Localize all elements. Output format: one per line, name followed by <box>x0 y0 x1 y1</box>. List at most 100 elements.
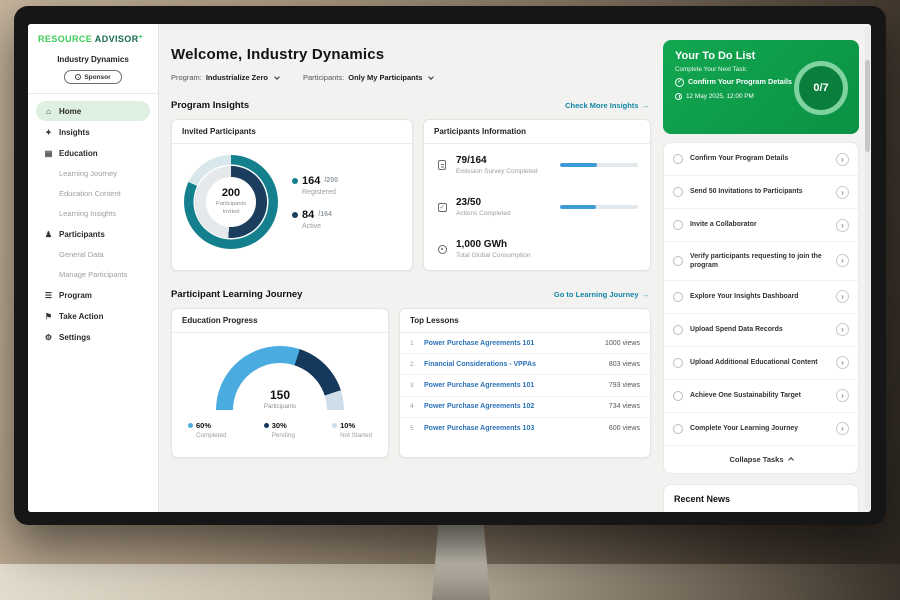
task-checkbox[interactable] <box>673 292 683 302</box>
sidebar-item-general-data[interactable]: General Data <box>36 245 150 264</box>
lesson-rank: 3 <box>410 382 417 389</box>
sponsor-badge[interactable]: Sponsor <box>64 70 122 84</box>
lesson-views: 803 views <box>609 361 640 368</box>
task-row-achieve-target[interactable]: Achieve One Sustainability Target › <box>664 380 858 413</box>
chevron-right-icon[interactable]: › <box>836 290 849 303</box>
card-title: Education Progress <box>172 309 388 333</box>
chevron-right-icon[interactable]: › <box>836 219 849 232</box>
chevron-right-icon[interactable]: › <box>836 356 849 369</box>
stat-value: 23/50 <box>456 197 511 208</box>
lesson-link[interactable]: Financial Considerations - VPPAs <box>424 361 602 368</box>
participants-value: Only My Participants <box>348 73 422 82</box>
sidebar-divider <box>28 93 158 94</box>
lesson-row: 4 Power Purchase Agreements 102 734 view… <box>400 397 650 418</box>
sidebar-item-learning-insights[interactable]: Learning Insights <box>36 204 150 223</box>
lesson-row: 1 Power Purchase Agreements 101 1000 vie… <box>400 333 650 354</box>
task-row-upload-educational-content[interactable]: Upload Additional Educational Content › <box>664 347 858 380</box>
task-row-complete-learning-journey[interactable]: Complete Your Learning Journey › <box>664 413 858 446</box>
program-dropdown[interactable]: Program: Industrialize Zero <box>171 73 279 82</box>
lesson-link[interactable]: Power Purchase Agreements 102 <box>424 403 602 410</box>
page-title: Welcome, Industry Dynamics <box>171 46 651 63</box>
task-checkbox[interactable] <box>673 424 683 434</box>
collapse-tasks-button[interactable]: Collapse Tasks <box>664 446 858 473</box>
task-row-send-invitations[interactable]: Send 50 Invitations to Participants › <box>664 176 858 209</box>
legend-active: 84 /164 Active <box>292 209 338 230</box>
consumption-row: 1,000 GWh Total Global Consumption <box>424 228 650 270</box>
sidebar-item-education[interactable]: ▤ Education <box>36 143 150 163</box>
sidebar-item-education-content[interactable]: Education Content <box>36 184 150 203</box>
logo-resource: RESOURCE <box>38 34 92 44</box>
chevron-right-icon[interactable]: › <box>836 153 849 166</box>
todo-next-task[interactable]: ✓ Confirm Your Program Details <box>675 78 795 87</box>
not-started-dot <box>332 423 337 428</box>
task-checkbox[interactable] <box>673 187 683 197</box>
sidebar: RESOURCE ADVISOR+ Industry Dynamics Spon… <box>28 24 159 512</box>
task-checkbox[interactable] <box>673 358 683 368</box>
section-title: Program Insights <box>171 100 249 111</box>
top-lessons-card: Top Lessons 1 Power Purchase Agreements … <box>399 308 651 458</box>
chevron-down-icon <box>274 74 280 80</box>
task-checkbox[interactable] <box>673 154 683 164</box>
insights-icon: ✦ <box>44 128 53 137</box>
task-label: Verify participants requesting to join t… <box>690 252 829 271</box>
sidebar-item-settings[interactable]: ⚙ Settings <box>36 327 150 347</box>
sidebar-item-label: Settings <box>59 333 91 342</box>
education-icon: ▤ <box>44 149 53 158</box>
task-checkbox[interactable] <box>673 256 683 266</box>
program-insights-cards: Invited Participants 200 Participants In… <box>171 119 651 271</box>
sidebar-item-label: Participants <box>59 230 105 239</box>
sidebar-item-insights[interactable]: ✦ Insights <box>36 122 150 142</box>
lesson-link[interactable]: Power Purchase Agreements 101 <box>424 382 602 389</box>
sidebar-item-label: Insights <box>59 128 90 137</box>
task-row-confirm-program[interactable]: Confirm Your Program Details › <box>664 143 858 176</box>
task-checkbox[interactable] <box>673 220 683 230</box>
sidebar-item-manage-participants[interactable]: Manage Participants <box>36 265 150 284</box>
go-to-learning-journey-link[interactable]: Go to Learning Journey → <box>554 290 649 299</box>
lesson-link[interactable]: Power Purchase Agreements 103 <box>424 425 602 432</box>
sidebar-item-program[interactable]: ☰ Program <box>36 285 150 305</box>
stat-value: 79/164 <box>456 155 538 166</box>
pending-dot <box>264 423 269 428</box>
take-action-icon: ⚑ <box>44 312 53 321</box>
progress-bar <box>560 163 638 167</box>
legend-not-started: 10% Not Started <box>332 421 372 439</box>
donut-center: 200 Participants Invited <box>206 177 256 227</box>
todo-progress-ring: 0/7 <box>794 61 848 115</box>
task-checkbox[interactable] <box>673 325 683 335</box>
active-label: Active <box>302 223 338 230</box>
actions-completed-row: ✓ 23/50 Actions Completed <box>424 186 650 228</box>
chevron-right-icon[interactable]: › <box>836 323 849 336</box>
lesson-rank: 5 <box>410 425 417 432</box>
next-task-label: Confirm Your Program Details <box>688 78 792 87</box>
scrollbar[interactable] <box>865 26 870 510</box>
dashboard-app: RESOURCE ADVISOR+ Industry Dynamics Spon… <box>28 24 871 512</box>
recent-news-title: Recent News <box>674 494 730 504</box>
org-name: Industry Dynamics <box>36 55 150 64</box>
todo-progress: 0/7 <box>813 82 828 94</box>
sidebar-item-participants[interactable]: ♟ Participants <box>36 224 150 244</box>
scrollbar-thumb[interactable] <box>865 60 870 152</box>
lesson-row: 2 Financial Considerations - VPPAs 803 v… <box>400 354 650 375</box>
task-row-explore-insights[interactable]: Explore Your Insights Dashboard › <box>664 281 858 314</box>
todo-summary-card: Your To Do List Complete Your Next Task:… <box>663 40 859 134</box>
lesson-views: 600 views <box>609 425 640 432</box>
registered-total: /200 <box>324 177 338 184</box>
task-row-invite-collaborator[interactable]: Invite a Collaborator › <box>664 209 858 242</box>
active-dot <box>292 212 298 218</box>
participants-label: Participants: <box>303 73 344 82</box>
participants-dropdown[interactable]: Participants: Only My Participants <box>303 73 433 82</box>
sidebar-item-label: Home <box>59 107 81 116</box>
sidebar-item-learning-journey[interactable]: Learning Journey <box>36 164 150 183</box>
task-row-verify-participants[interactable]: Verify participants requesting to join t… <box>664 242 858 281</box>
task-checkbox[interactable] <box>673 391 683 401</box>
chevron-right-icon[interactable]: › <box>836 422 849 435</box>
chevron-right-icon[interactable]: › <box>836 389 849 402</box>
sidebar-item-home[interactable]: ⌂ Home <box>36 101 150 121</box>
due-date: 12 May 2025, 12:00 PM <box>686 93 754 100</box>
chevron-right-icon[interactable]: › <box>836 186 849 199</box>
task-row-upload-spend-data[interactable]: Upload Spend Data Records › <box>664 314 858 347</box>
chevron-right-icon[interactable]: › <box>836 254 849 267</box>
sidebar-item-take-action[interactable]: ⚑ Take Action <box>36 306 150 326</box>
check-more-insights-link[interactable]: Check More Insights → <box>565 101 649 110</box>
lesson-link[interactable]: Power Purchase Agreements 101 <box>424 340 598 347</box>
